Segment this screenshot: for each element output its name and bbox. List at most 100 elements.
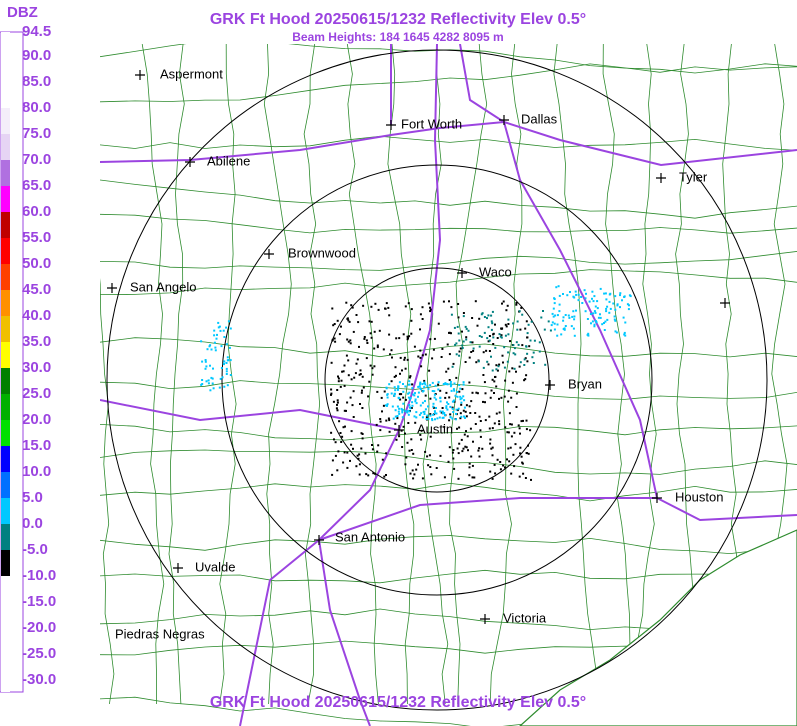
city-label: Waco (479, 264, 512, 279)
echo (209, 364, 211, 367)
legend-label: -20.0 (22, 619, 56, 636)
echo (386, 396, 389, 399)
echo (494, 472, 497, 475)
echo (521, 313, 524, 316)
echo (385, 474, 387, 476)
echo (456, 427, 458, 430)
echo (363, 336, 366, 338)
echo (596, 307, 599, 310)
echo (337, 375, 339, 378)
echo (390, 349, 393, 352)
echo (498, 423, 501, 426)
echo (376, 390, 379, 393)
echo (466, 435, 469, 438)
county-line (100, 337, 797, 358)
echo (415, 468, 418, 471)
county-line (100, 424, 797, 441)
echo (404, 305, 407, 308)
echo (498, 397, 500, 400)
echo (547, 320, 550, 323)
echo (381, 458, 384, 461)
echo (514, 443, 517, 446)
echo (609, 307, 612, 310)
echo (614, 319, 617, 322)
echo (206, 348, 209, 351)
echo (627, 308, 630, 311)
echo (358, 373, 361, 376)
echo (555, 286, 558, 289)
echo (619, 292, 622, 295)
echo (420, 365, 423, 368)
echo (348, 320, 351, 323)
echo (512, 352, 515, 355)
echo (480, 313, 483, 316)
echo (482, 351, 485, 354)
city-marker (656, 173, 666, 183)
echo (465, 404, 468, 407)
echo (415, 416, 418, 419)
echo (406, 411, 409, 414)
echo (441, 416, 444, 419)
echo (402, 383, 404, 385)
echo (219, 377, 222, 380)
echo (527, 452, 530, 455)
echo (487, 363, 490, 366)
echo (330, 393, 332, 396)
echo (502, 300, 505, 303)
echo (492, 343, 495, 345)
echo (519, 446, 522, 449)
echo (448, 379, 451, 381)
echo (373, 347, 376, 350)
echo (435, 467, 438, 469)
echo (410, 449, 413, 451)
echo (506, 360, 509, 363)
echo (218, 325, 221, 328)
echo (605, 310, 608, 313)
echo (378, 329, 381, 332)
county-line (553, 44, 603, 705)
county-line (100, 277, 115, 705)
echo (359, 373, 362, 375)
echo (376, 344, 379, 347)
echo (226, 356, 229, 359)
echo (396, 388, 399, 391)
echo (431, 390, 434, 392)
echo (604, 292, 607, 295)
echo (538, 350, 541, 353)
echo (458, 426, 461, 429)
echo (457, 407, 460, 410)
echo (357, 321, 360, 324)
echo (404, 398, 407, 401)
legend-swatch (1, 472, 10, 498)
echo (496, 458, 499, 461)
echo (616, 304, 619, 307)
echo (359, 369, 362, 372)
echo (519, 452, 522, 455)
echo (223, 360, 226, 363)
county-line (346, 44, 379, 705)
echo (399, 372, 401, 375)
echo (405, 456, 408, 459)
highways (100, 44, 797, 726)
echo (486, 337, 489, 340)
echo (488, 339, 491, 342)
echo (483, 331, 486, 334)
echo (487, 326, 490, 329)
echo (455, 342, 458, 345)
echo (523, 364, 526, 366)
legend-label: 90.0 (22, 47, 51, 64)
echo (542, 310, 544, 312)
echo (439, 454, 442, 457)
echo (402, 390, 405, 393)
echo (587, 332, 590, 335)
echo (432, 405, 435, 408)
echo (411, 387, 414, 390)
echo (491, 310, 494, 313)
echo (456, 391, 459, 393)
echo (447, 367, 450, 370)
echo (220, 367, 223, 369)
legend-swatch (1, 212, 10, 238)
echo (358, 453, 361, 456)
city-label: Abilene (207, 153, 250, 168)
echo (460, 403, 463, 406)
